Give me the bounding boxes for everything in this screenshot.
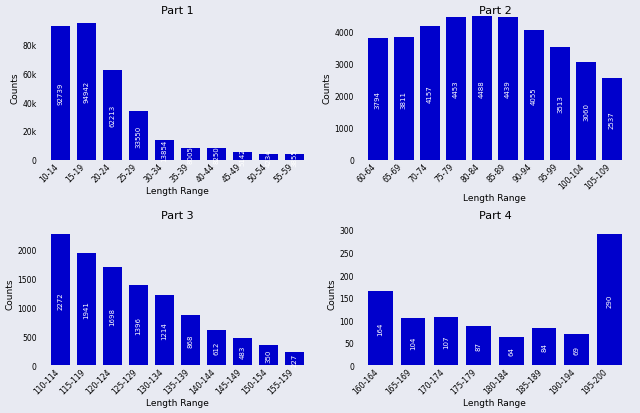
Text: 4439: 4439: [505, 81, 511, 98]
Text: 4055: 4055: [531, 87, 537, 104]
X-axis label: Length Range: Length Range: [146, 399, 209, 408]
Title: Part 2: Part 2: [479, 5, 511, 16]
Text: 3811: 3811: [401, 90, 407, 108]
Bar: [564, 335, 589, 366]
Text: 612: 612: [214, 341, 220, 355]
Bar: [259, 154, 278, 161]
Text: 62213: 62213: [109, 104, 116, 127]
Text: 483: 483: [239, 345, 246, 358]
Bar: [524, 31, 544, 161]
Text: 1214: 1214: [162, 322, 168, 339]
Bar: [207, 330, 227, 366]
Text: 1941: 1941: [84, 301, 90, 318]
Bar: [446, 18, 466, 161]
Bar: [550, 48, 570, 161]
Bar: [401, 319, 426, 366]
X-axis label: Length Range: Length Range: [463, 399, 526, 408]
Text: 87: 87: [476, 342, 481, 351]
Bar: [467, 326, 491, 366]
Text: 4453: 4453: [453, 81, 459, 98]
Text: 350: 350: [266, 349, 272, 362]
Bar: [233, 338, 252, 366]
Text: 104: 104: [410, 335, 416, 349]
Title: Part 1: Part 1: [161, 5, 194, 16]
Text: 94942: 94942: [84, 81, 90, 103]
Bar: [155, 296, 174, 366]
Title: Part 4: Part 4: [479, 211, 511, 221]
Y-axis label: Counts: Counts: [11, 73, 20, 104]
Text: 3060: 3060: [583, 102, 589, 121]
Text: 8250: 8250: [214, 146, 220, 164]
Text: 290: 290: [607, 294, 612, 307]
Bar: [394, 38, 413, 161]
Bar: [433, 317, 458, 366]
Bar: [368, 292, 392, 366]
Bar: [77, 254, 96, 366]
Text: 84: 84: [541, 342, 547, 351]
Bar: [499, 337, 524, 366]
Bar: [420, 27, 440, 161]
Bar: [207, 149, 227, 161]
Text: 5142: 5142: [239, 148, 246, 166]
Bar: [181, 149, 200, 161]
Text: 4157: 4157: [427, 85, 433, 103]
Bar: [597, 235, 621, 366]
Bar: [77, 24, 96, 161]
Bar: [129, 285, 148, 366]
Text: 2537: 2537: [609, 111, 615, 129]
Bar: [285, 155, 305, 161]
Text: 868: 868: [188, 334, 194, 347]
Text: 8005: 8005: [188, 146, 194, 164]
Bar: [51, 27, 70, 161]
Text: 3794: 3794: [375, 91, 381, 109]
Text: 227: 227: [292, 352, 298, 366]
Text: 1396: 1396: [136, 316, 141, 334]
Text: 13854: 13854: [162, 139, 168, 161]
Bar: [472, 17, 492, 161]
Text: 1698: 1698: [109, 308, 116, 325]
Bar: [602, 79, 621, 161]
Text: 69: 69: [573, 346, 580, 354]
Bar: [368, 39, 388, 161]
Y-axis label: Counts: Counts: [323, 73, 332, 104]
Text: 33550: 33550: [136, 125, 141, 147]
Bar: [155, 140, 174, 161]
Bar: [51, 235, 70, 366]
Bar: [233, 153, 252, 161]
X-axis label: Length Range: Length Range: [463, 193, 526, 202]
Title: Part 3: Part 3: [161, 211, 194, 221]
X-axis label: Length Range: Length Range: [146, 187, 209, 196]
Text: 2272: 2272: [58, 291, 63, 309]
Text: 3855: 3855: [292, 149, 298, 166]
Bar: [103, 71, 122, 161]
Bar: [576, 62, 596, 161]
Text: 92739: 92739: [58, 83, 63, 105]
Bar: [129, 112, 148, 161]
Text: 64: 64: [508, 347, 515, 356]
Y-axis label: Counts: Counts: [6, 278, 15, 309]
Bar: [532, 328, 556, 366]
Bar: [498, 18, 518, 161]
Bar: [181, 316, 200, 366]
Bar: [259, 345, 278, 366]
Y-axis label: Counts: Counts: [328, 278, 337, 309]
Text: 3513: 3513: [557, 95, 563, 113]
Text: 4234: 4234: [266, 149, 272, 166]
Bar: [103, 268, 122, 366]
Text: 4488: 4488: [479, 80, 485, 97]
Text: 107: 107: [443, 335, 449, 348]
Text: 164: 164: [378, 322, 383, 335]
Bar: [285, 352, 305, 366]
